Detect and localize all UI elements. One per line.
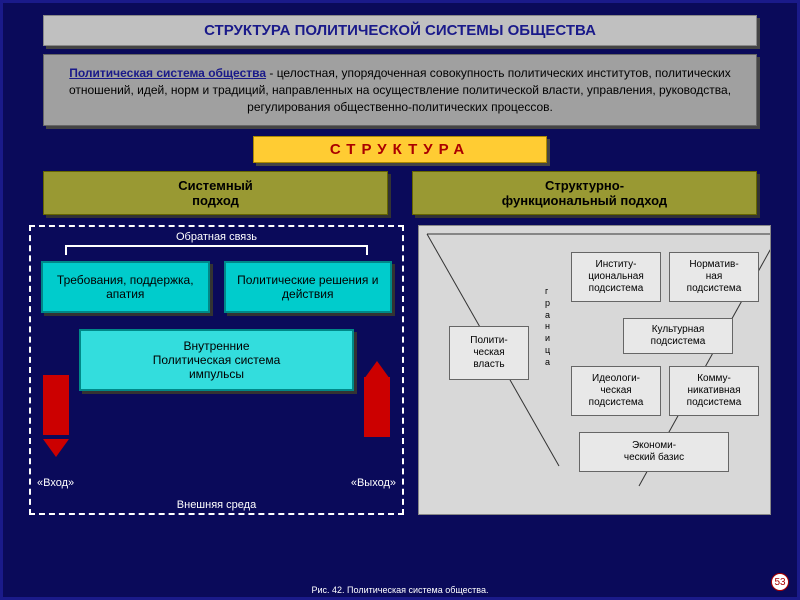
definition-box: Политическая система общества - целостна… — [43, 54, 757, 126]
cell-power: Полити-ческаявласть — [449, 326, 529, 380]
cell-economic: Экономи-ческий базис — [579, 432, 729, 472]
requirements-box: Требования, поддержка, апатия — [41, 261, 210, 313]
page-number: 53 — [771, 573, 789, 591]
approach-structural: Структурно-функциональный подход — [412, 171, 757, 215]
approach-systemic: Системныйподход — [43, 171, 388, 215]
cell-cultural: Культурнаяподсистема — [623, 318, 733, 354]
lower-section: Обратная связь Требования, поддержка, ап… — [29, 225, 771, 515]
structural-panel: Институ-циональнаяподсистема Норматив-на… — [418, 225, 771, 515]
input-arrow — [43, 377, 69, 467]
cell-ideological: Идеологи-ческаяподсистема — [571, 366, 661, 416]
cell-institutional: Институ-циональнаяподсистема — [571, 252, 661, 302]
environment-label: Внешняя среда — [177, 499, 256, 511]
top-row: Требования, поддержка, апатия Политическ… — [41, 261, 392, 313]
decisions-box: Политические решения и действия — [224, 261, 393, 313]
border-label: граница — [545, 286, 550, 368]
system-box: ВнутренниеПолитическая системаимпульсы — [79, 329, 354, 391]
feedback-label: Обратная связь — [176, 231, 257, 243]
cell-normative: Норматив-наяподсистема — [669, 252, 759, 302]
figure-caption: Рис. 42. Политическая система общества. — [312, 585, 489, 595]
approaches-row: Системныйподход Структурно-функциональны… — [43, 171, 757, 215]
feedback-line — [65, 245, 368, 255]
cell-communicative: Комму-никативнаяподсистема — [669, 366, 759, 416]
systemic-panel: Обратная связь Требования, поддержка, ап… — [29, 225, 404, 515]
input-label: «Вход» — [37, 477, 74, 489]
output-label: «Выход» — [351, 477, 396, 489]
output-arrow — [364, 377, 390, 467]
title-header: СТРУКТУРА ПОЛИТИЧЕСКОЙ СИСТЕМЫ ОБЩЕСТВА — [43, 15, 757, 46]
definition-term: Политическая система общества — [69, 66, 266, 80]
structure-label: СТРУКТУРА — [253, 136, 547, 163]
